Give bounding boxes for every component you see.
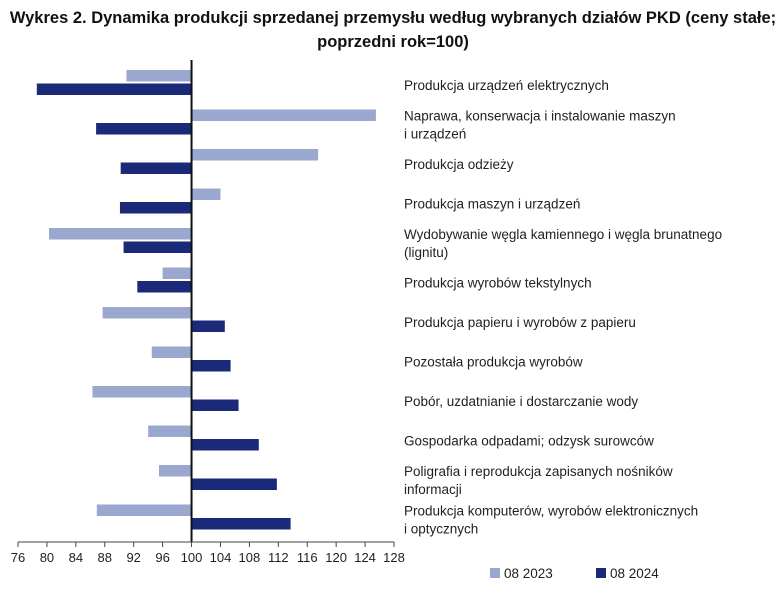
bar-series2-cat9 xyxy=(191,399,239,411)
x-tick-label: 120 xyxy=(325,550,347,565)
category-label-line: i optycznych xyxy=(404,521,478,536)
x-tick-label: 128 xyxy=(383,550,405,565)
bar-series2-cat10 xyxy=(191,439,259,451)
bar-series1-cat4 xyxy=(191,188,221,200)
category-label-line: Produkcja maszyn i urządzeń xyxy=(404,196,580,211)
category-label-line: i urządzeń xyxy=(404,126,466,141)
legend: 08 2023 08 2024 xyxy=(490,566,659,581)
x-tick-label: 104 xyxy=(210,550,232,565)
category-label: Poligrafia i reprodukcja zapisanych nośn… xyxy=(404,464,673,497)
category-label: Gospodarka odpadami; odzysk surowców xyxy=(404,433,654,448)
category-label-line: Poligrafia i reprodukcja zapisanych nośn… xyxy=(404,464,673,479)
bar-series2-cat6 xyxy=(137,281,192,293)
x-tick-label: 100 xyxy=(181,550,203,565)
x-tick-label: 116 xyxy=(297,550,318,565)
category-label-line: informacji xyxy=(404,482,462,497)
x-tick-label: 124 xyxy=(354,550,376,565)
category-label-line: Produkcja wyrobów tekstylnych xyxy=(404,275,592,290)
legend-swatch-2 xyxy=(596,568,606,578)
category-label-line: Produkcja papieru i wyrobów z papieru xyxy=(404,315,636,330)
bars-group xyxy=(36,70,376,530)
category-label-line: Produkcja urządzeń elektrycznych xyxy=(404,78,609,93)
x-tick-label: 80 xyxy=(40,550,54,565)
bar-series2-cat7 xyxy=(191,320,225,332)
category-label: Produkcja komputerów, wyrobów elektronic… xyxy=(404,503,698,536)
x-tick-label: 96 xyxy=(155,550,169,565)
bar-series2-cat2 xyxy=(96,123,192,135)
x-tick-label: 84 xyxy=(69,550,83,565)
category-label-line: Produkcja komputerów, wyrobów elektronic… xyxy=(404,503,698,518)
bar-series1-cat2 xyxy=(191,109,376,121)
bar-series1-cat12 xyxy=(96,504,192,516)
bar-series2-cat3 xyxy=(120,162,192,174)
bar-series2-cat8 xyxy=(191,360,231,372)
category-label: Pobór, uzdatnianie i dostarczanie wody xyxy=(404,394,638,409)
bar-series2-cat11 xyxy=(191,478,277,490)
category-label: Produkcja odzieży xyxy=(404,157,514,172)
bar-series2-cat12 xyxy=(191,518,291,530)
bar-series1-cat10 xyxy=(148,425,192,437)
x-axis: 76 80 84 88 92 96 100 104 108 112 116 120 124 128 xyxy=(11,541,405,565)
category-label: Produkcja wyrobów tekstylnych xyxy=(404,275,592,290)
bar-series1-cat3 xyxy=(191,149,319,161)
bar-series1-cat5 xyxy=(49,228,192,240)
category-label: Pozostała produkcja wyrobów xyxy=(404,354,583,369)
category-label: Naprawa, konserwacja i instalowanie masz… xyxy=(404,108,676,141)
bar-series1-cat11 xyxy=(159,465,192,477)
category-label-line: Gospodarka odpadami; odzysk surowców xyxy=(404,433,654,448)
category-label-line: Pozostała produkcja wyrobów xyxy=(404,354,583,369)
bar-series2-cat5 xyxy=(123,241,192,253)
legend-swatch-1 xyxy=(490,568,500,578)
category-label-line: Produkcja odzieży xyxy=(404,157,514,172)
x-tick-label: 88 xyxy=(98,550,112,565)
category-label-line: (lignitu) xyxy=(404,245,448,260)
category-label: Produkcja papieru i wyrobów z papieru xyxy=(404,315,636,330)
x-tick-label: 92 xyxy=(126,550,140,565)
x-tick-label: 112 xyxy=(268,550,289,565)
legend-label-2: 08 2024 xyxy=(610,566,659,581)
bar-series1-cat7 xyxy=(102,307,192,319)
category-label-line: Pobór, uzdatnianie i dostarczanie wody xyxy=(404,394,638,409)
bar-series2-cat4 xyxy=(119,202,192,214)
category-label-line: Naprawa, konserwacja i instalowanie masz… xyxy=(404,108,676,123)
category-label: Produkcja urządzeń elektrycznych xyxy=(404,78,609,93)
category-label-line: Wydobywanie węgla kamiennego i węgla bru… xyxy=(404,227,722,242)
x-tick-label: 76 xyxy=(11,550,25,565)
x-tick-label: 108 xyxy=(239,550,261,565)
bar-series1-cat9 xyxy=(92,386,192,398)
bar-series1-cat1 xyxy=(126,70,192,82)
category-label: Wydobywanie węgla kamiennego i węgla bru… xyxy=(404,227,722,260)
chart-title: Wykres 2. Dynamika produkcji sprzedanej … xyxy=(9,9,777,51)
category-label: Produkcja maszyn i urządzeń xyxy=(404,196,580,211)
bar-series1-cat8 xyxy=(151,346,192,358)
legend-label-1: 08 2023 xyxy=(504,566,553,581)
bar-series1-cat6 xyxy=(162,267,192,279)
bar-series2-cat1 xyxy=(36,83,192,95)
category-labels: Produkcja urządzeń elektrycznych Naprawa,… xyxy=(404,78,722,537)
